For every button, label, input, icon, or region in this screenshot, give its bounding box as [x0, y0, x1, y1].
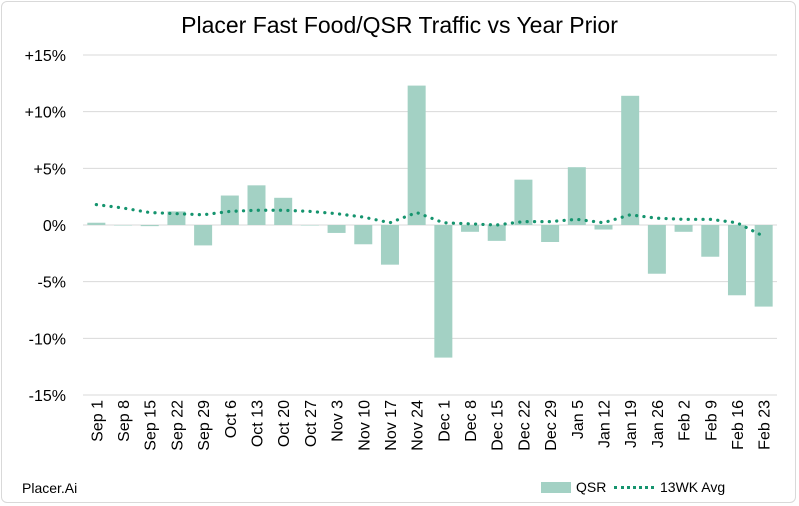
x-tick-label: Jan 12	[597, 400, 614, 448]
x-tick-label: Dec 22	[516, 400, 533, 451]
x-tick-label: Dec 29	[543, 400, 560, 451]
avg-line	[94, 203, 766, 238]
x-tick-label: Oct 6	[223, 400, 240, 438]
bar-feb-2	[674, 225, 693, 232]
bar-nov-17	[380, 225, 399, 265]
bar-sep-8	[114, 225, 133, 226]
bar-feb-9	[701, 225, 720, 257]
x-tick-label: Dec 8	[463, 400, 480, 442]
bar-oct-13	[247, 185, 266, 225]
y-tick-label: -10%	[29, 331, 66, 348]
x-tick-label: Jan 26	[650, 400, 667, 448]
x-tick-label: Oct 13	[250, 400, 267, 447]
bar-dec-22	[514, 179, 533, 225]
legend-label-avg: 13WK Avg	[660, 479, 726, 495]
bar-dec-1	[434, 225, 453, 358]
y-tick-label: 0%	[43, 218, 66, 235]
bar-dec-15	[487, 225, 506, 241]
bar-jan-26	[647, 225, 666, 274]
y-tick-label: +5%	[34, 161, 66, 178]
x-tick-label: Jan 5	[570, 400, 587, 439]
bar-dec-8	[461, 225, 480, 232]
x-tick-label: Dec 1	[436, 400, 453, 442]
x-tick-label: Nov 17	[383, 400, 400, 451]
x-tick-label: Nov 24	[410, 400, 427, 451]
y-tick-label: -5%	[38, 275, 66, 292]
x-tick-label: Dec 15	[490, 400, 507, 451]
x-tick-label: Sep 22	[169, 400, 186, 451]
x-tick-label: Nov 3	[330, 400, 347, 442]
x-tick-label: Feb 16	[730, 400, 747, 450]
bar-sep-29	[194, 225, 213, 246]
bar-feb-16	[727, 225, 746, 296]
bar-oct-27	[300, 225, 319, 226]
bar-nov-3	[327, 225, 346, 233]
x-tick-label: Oct 27	[303, 400, 320, 447]
x-tick-label: Sep 15	[143, 400, 160, 451]
bar-dec-29	[541, 225, 560, 242]
x-tick-label: Feb 23	[757, 400, 774, 450]
bar-nov-10	[354, 225, 373, 245]
x-tick-label: Sep 8	[116, 400, 133, 442]
x-tick-label: Oct 20	[276, 400, 293, 447]
x-tick-label: Nov 10	[356, 400, 373, 451]
y-tick-label: +10%	[25, 105, 66, 122]
x-tick-label: Sep 29	[196, 400, 213, 451]
y-tick-label: +15%	[25, 48, 66, 65]
legend-swatch-qsr	[541, 482, 571, 493]
x-tick-label: Feb 2	[677, 400, 694, 441]
y-tick-label: -15%	[29, 388, 66, 405]
legend-label-qsr: QSR	[576, 479, 607, 495]
bar-sep-15	[140, 225, 159, 227]
x-tick-label: Feb 9	[703, 400, 720, 441]
x-tick-label: Sep 1	[89, 400, 106, 442]
bar-oct-6	[220, 195, 239, 225]
bar-jan-19	[621, 95, 640, 225]
bar-jan-5	[567, 167, 586, 225]
bar-oct-20	[274, 197, 293, 225]
bar-nov-24	[407, 85, 426, 225]
bar-feb-23	[754, 225, 773, 307]
x-tick-label: Jan 19	[623, 400, 640, 448]
chart-title: Placer Fast Food/QSR Traffic vs Year Pri…	[181, 12, 618, 38]
brand-label: Placer.Ai	[22, 480, 78, 496]
legend-swatch-avg	[614, 486, 654, 489]
bar-jan-12	[594, 225, 613, 230]
bar-sep-22	[167, 211, 186, 225]
bar-sep-1	[87, 222, 106, 225]
